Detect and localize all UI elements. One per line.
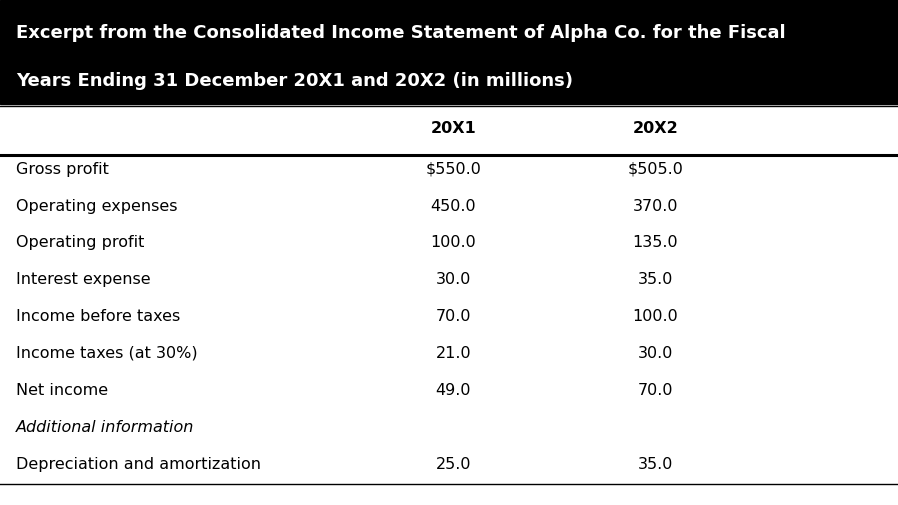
Text: Years Ending 31 December 20X1 and 20X2 (in millions): Years Ending 31 December 20X1 and 20X2 (… <box>16 72 573 90</box>
Text: 35.0: 35.0 <box>638 457 674 472</box>
Text: Income before taxes: Income before taxes <box>16 309 180 324</box>
Text: Operating profit: Operating profit <box>16 235 145 250</box>
Text: 450.0: 450.0 <box>431 198 476 214</box>
Text: Gross profit: Gross profit <box>16 162 109 177</box>
Text: Net income: Net income <box>16 383 109 398</box>
Text: $505.0: $505.0 <box>628 162 683 177</box>
Text: 49.0: 49.0 <box>436 383 471 398</box>
Text: 100.0: 100.0 <box>431 235 476 250</box>
Text: $550.0: $550.0 <box>426 162 481 177</box>
Text: 370.0: 370.0 <box>633 198 678 214</box>
Text: 70.0: 70.0 <box>436 309 471 324</box>
Text: Depreciation and amortization: Depreciation and amortization <box>16 457 261 472</box>
Text: Interest expense: Interest expense <box>16 272 151 287</box>
Text: 20X2: 20X2 <box>633 121 678 136</box>
Text: Excerpt from the Consolidated Income Statement of Alpha Co. for the Fiscal: Excerpt from the Consolidated Income Sta… <box>16 24 786 42</box>
Text: 135.0: 135.0 <box>633 235 678 250</box>
Bar <box>0 0 898 104</box>
Text: 21.0: 21.0 <box>436 346 471 361</box>
Text: Operating expenses: Operating expenses <box>16 198 178 214</box>
Text: 35.0: 35.0 <box>638 272 674 287</box>
Text: Additional information: Additional information <box>16 420 195 435</box>
Text: 20X1: 20X1 <box>431 121 476 136</box>
Text: 100.0: 100.0 <box>633 309 678 324</box>
Text: 70.0: 70.0 <box>638 383 674 398</box>
Text: Income taxes (at 30%): Income taxes (at 30%) <box>16 346 198 361</box>
Text: 30.0: 30.0 <box>638 346 674 361</box>
Text: 25.0: 25.0 <box>436 457 471 472</box>
Text: 30.0: 30.0 <box>436 272 471 287</box>
